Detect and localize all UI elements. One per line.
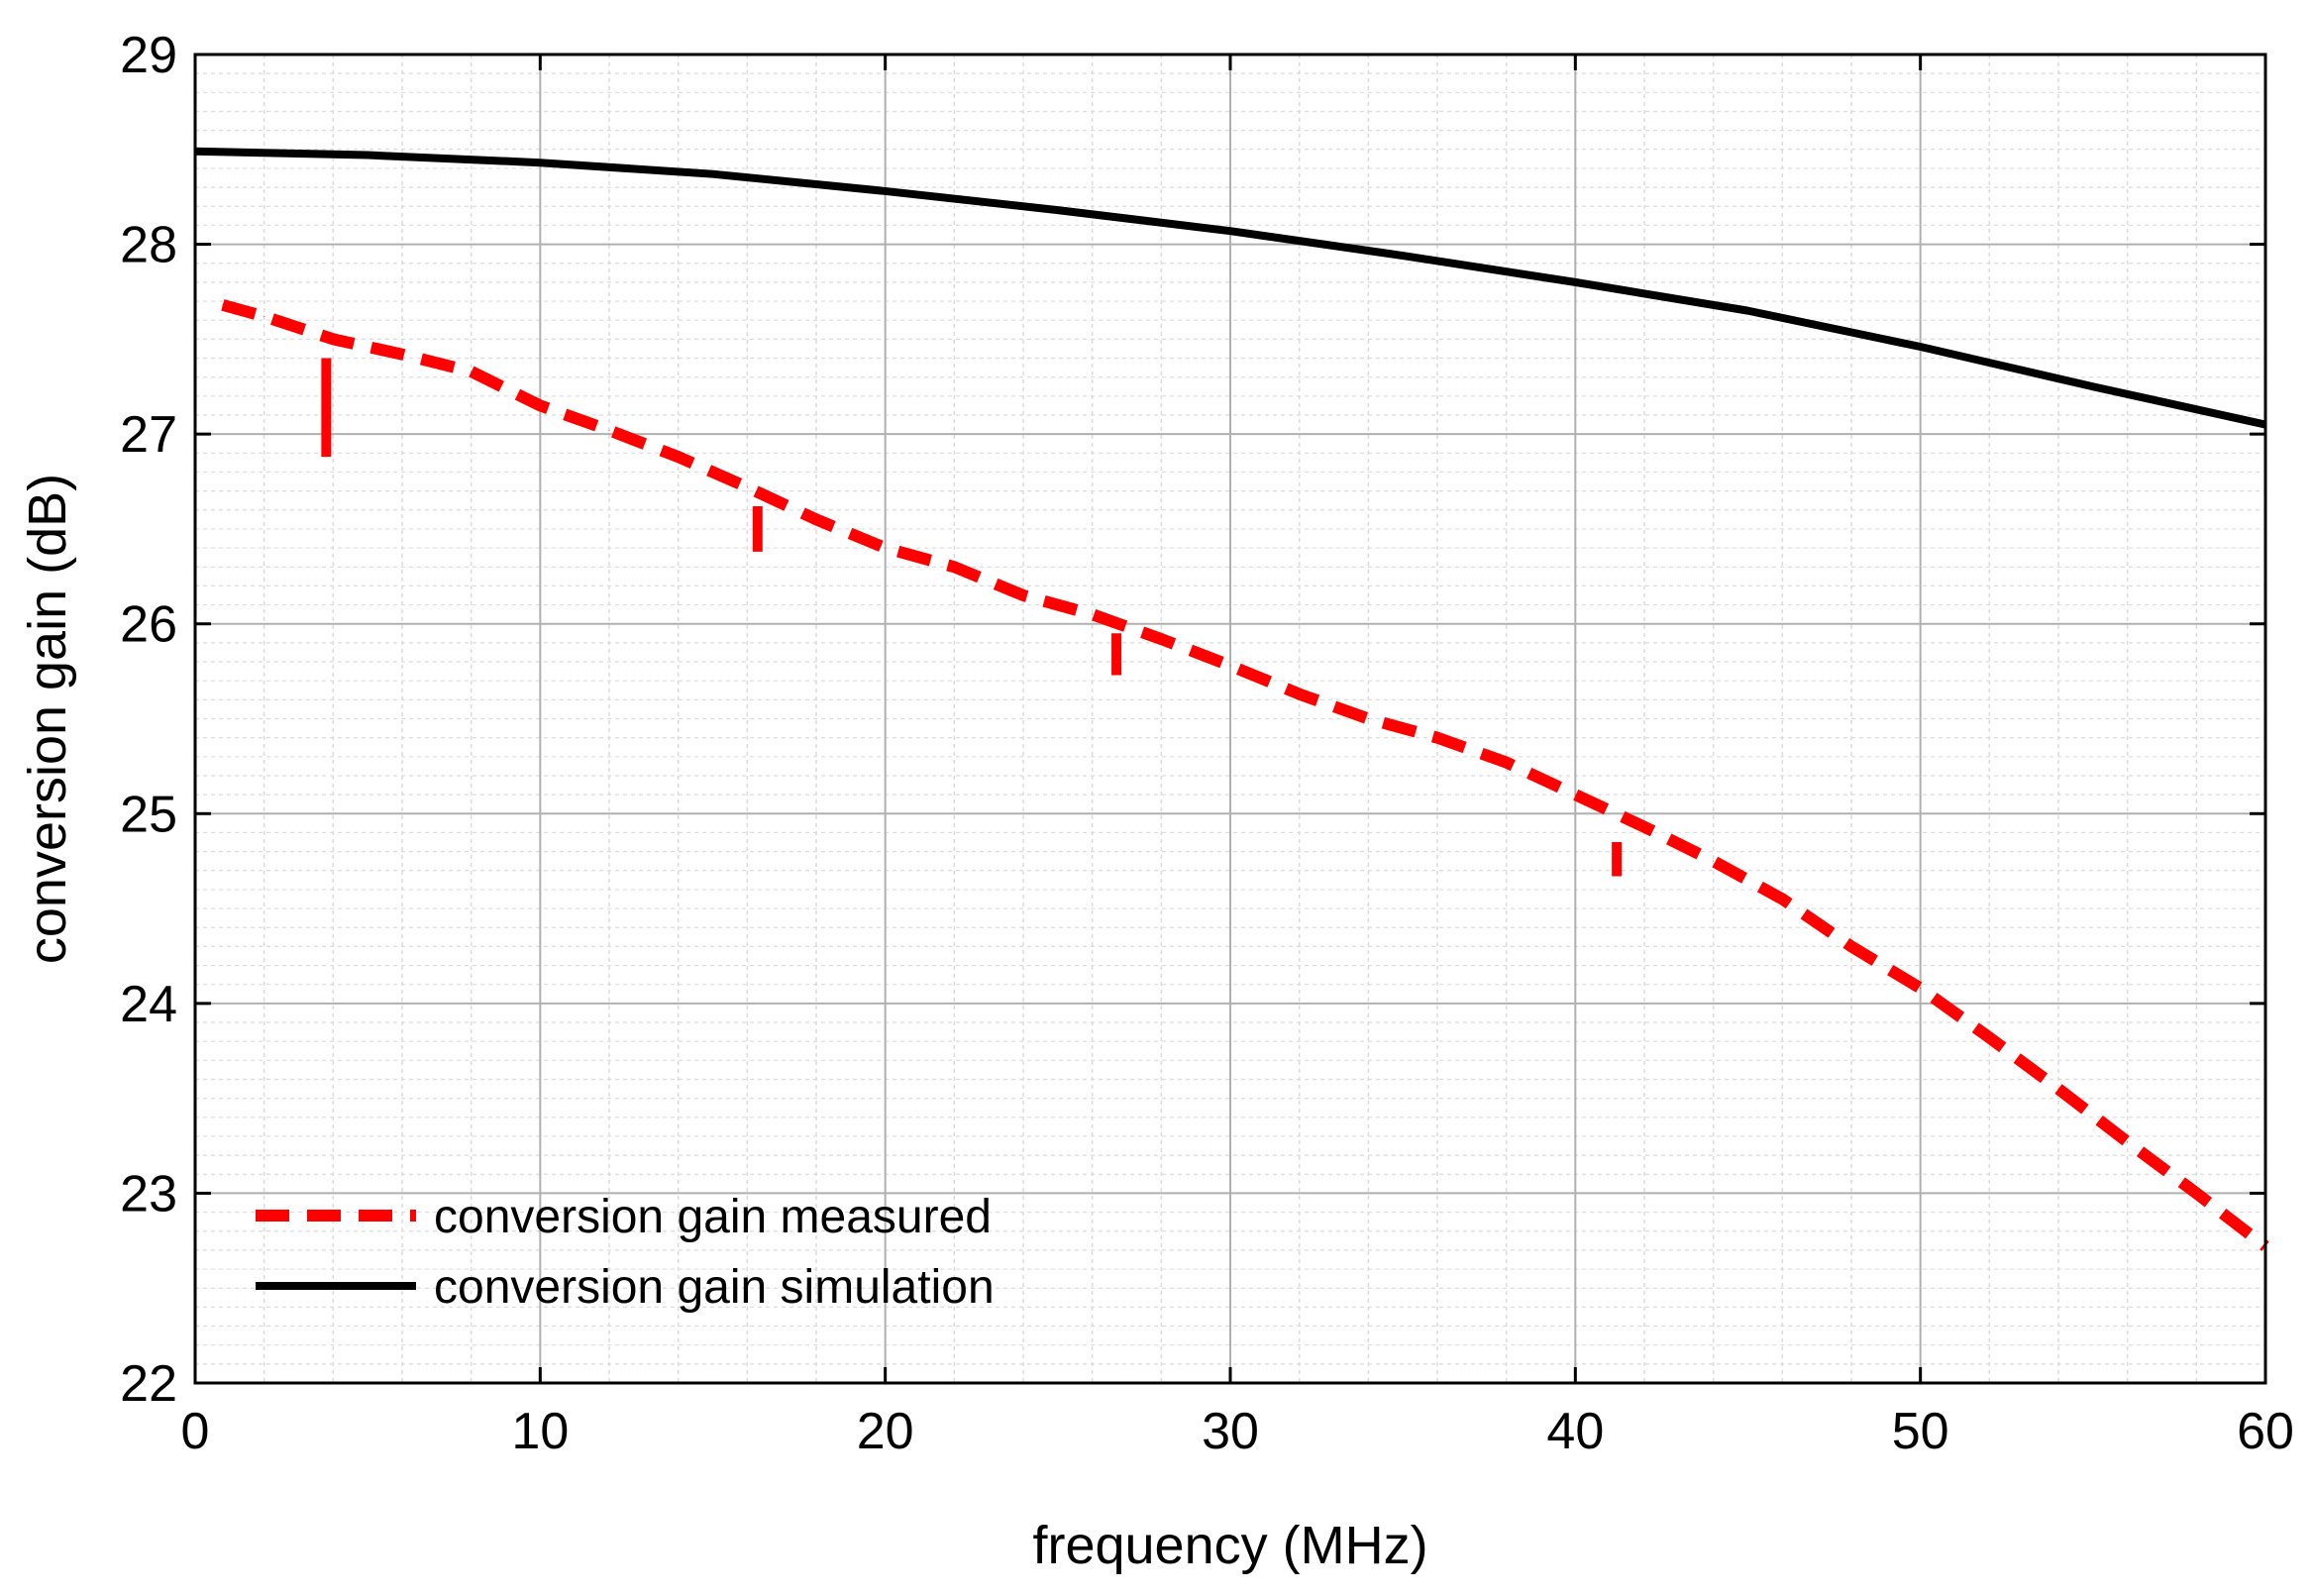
x-axis-label: frequency (MHz) — [1032, 1516, 1427, 1575]
data-point-simulation — [1402, 255, 1404, 257]
data-point-measured — [401, 354, 403, 356]
y-tick-label: 23 — [120, 1165, 177, 1223]
legend: conversion gain measured conversion gain… — [256, 1191, 995, 1314]
data-point-measured — [2057, 1088, 2059, 1090]
data-point-measured — [1574, 794, 1576, 796]
data-point-simulation — [539, 161, 541, 163]
data-point-measured — [1022, 594, 1024, 596]
data-point-measured — [678, 456, 680, 458]
x-tick-label: 10 — [511, 1403, 569, 1460]
data-point-measured — [1988, 1036, 1990, 1038]
data-point-measured — [608, 429, 610, 431]
data-point-measured — [2127, 1141, 2129, 1143]
legend-label-simulation: conversion gain simulation — [434, 1261, 995, 1314]
data-point-simulation — [712, 173, 713, 175]
data-point-simulation — [1057, 209, 1059, 211]
data-point-measured — [1781, 898, 1783, 900]
data-point-measured — [1850, 945, 1852, 947]
y-tick-label: 25 — [120, 786, 177, 843]
data-point-measured — [1367, 718, 1369, 719]
y-tick-label: 29 — [120, 27, 177, 84]
data-point-measured — [1436, 737, 1438, 739]
y-tick-label: 28 — [120, 217, 177, 274]
data-point-simulation — [885, 190, 887, 192]
data-point-measured — [539, 404, 541, 406]
data-point-measured — [1713, 860, 1715, 862]
data-point-measured — [1506, 762, 1508, 764]
legend-label-measured: conversion gain measured — [434, 1191, 992, 1243]
y-axis-label: conversion gain (dB) — [18, 474, 77, 964]
data-point-simulation — [1747, 310, 1748, 312]
x-tick-label: 60 — [2237, 1403, 2294, 1460]
y-tick-label: 26 — [120, 596, 177, 654]
y-tick-label: 22 — [120, 1355, 177, 1413]
data-point-measured — [815, 518, 817, 520]
data-point-measured — [1160, 638, 1162, 640]
x-tick-label: 50 — [1892, 1403, 1949, 1460]
tick-marks — [193, 53, 2267, 1385]
x-tick-label: 0 — [181, 1403, 210, 1460]
data-point-measured — [471, 371, 473, 372]
data-point-measured — [263, 315, 265, 317]
data-point-simulation — [1574, 281, 1576, 283]
data-point-measured — [1299, 693, 1301, 695]
data-point-measured — [332, 338, 334, 340]
data-point-measured — [222, 304, 224, 306]
y-tick-label: 24 — [120, 976, 177, 1033]
data-point-measured — [1229, 665, 1231, 667]
x-tick-label: 30 — [1202, 1403, 1259, 1460]
y-tick-label: 27 — [120, 406, 177, 464]
data-point-measured — [885, 547, 887, 549]
x-tick-label: 40 — [1546, 1403, 1604, 1460]
data-point-simulation — [2092, 385, 2094, 387]
major-grid — [194, 53, 2266, 1384]
series-layer — [194, 147, 2269, 1251]
x-tick-labels: 0 10 20 30 40 50 60 — [181, 1403, 2294, 1460]
data-point-measured — [1643, 826, 1645, 828]
data-point-measured — [1920, 988, 1922, 990]
data-point-measured — [2195, 1192, 2197, 1194]
x-tick-label: 20 — [857, 1403, 914, 1460]
data-point-simulation — [1920, 346, 1922, 348]
y-tick-labels: 22 23 24 25 26 27 28 29 — [120, 27, 177, 1413]
data-point-measured — [953, 566, 955, 568]
data-point-measured — [746, 486, 748, 488]
data-point-measured — [1092, 613, 1094, 615]
data-point-simulation — [1229, 230, 1231, 232]
